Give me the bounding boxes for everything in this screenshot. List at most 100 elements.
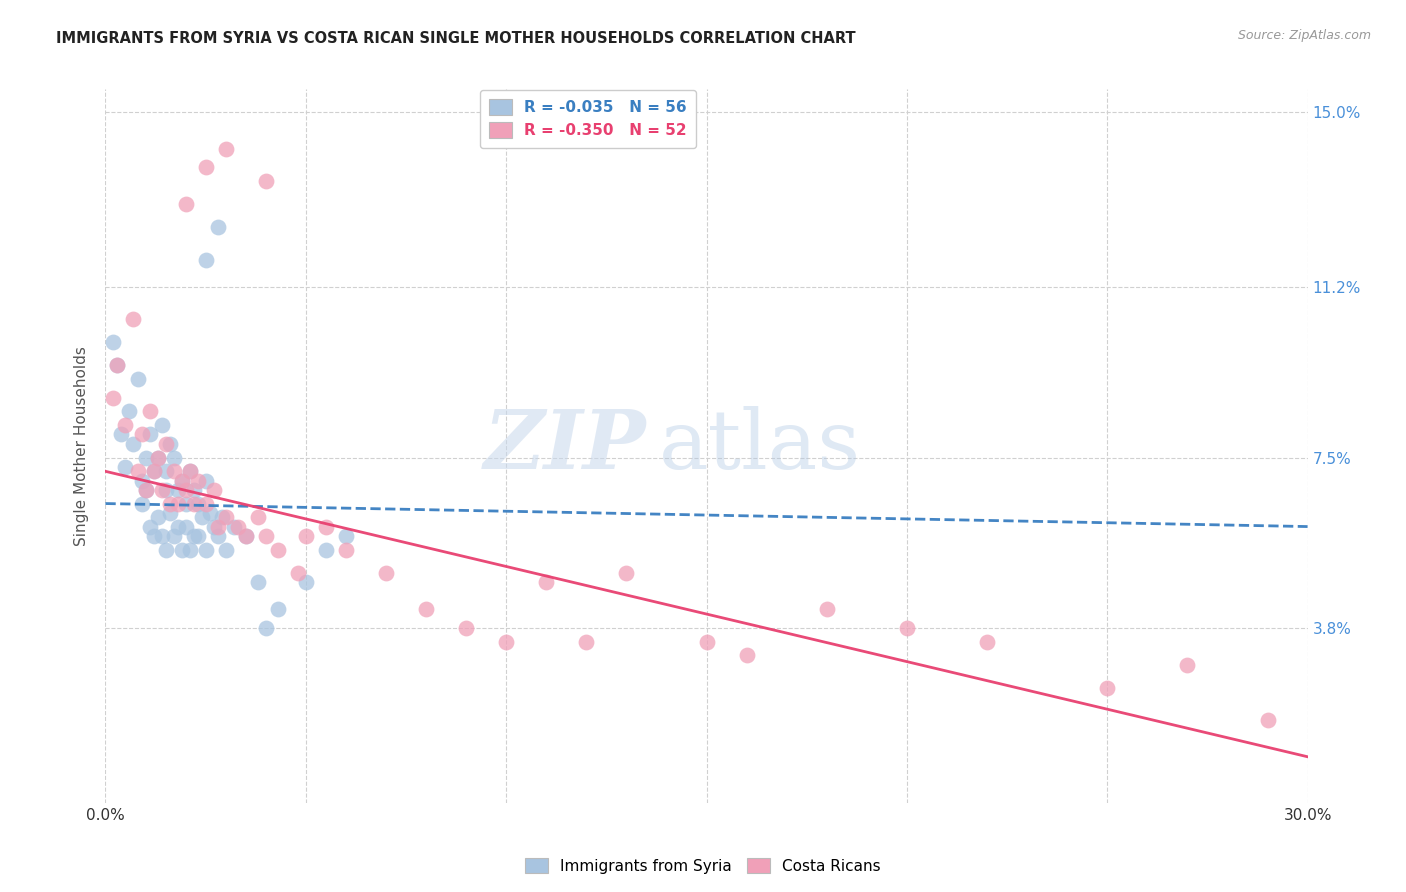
Point bbox=[122, 312, 145, 326]
Point bbox=[166, 519, 188, 533]
Legend: Immigrants from Syria, Costa Ricans: Immigrants from Syria, Costa Ricans bbox=[519, 852, 887, 880]
Point bbox=[174, 197, 197, 211]
Point bbox=[335, 542, 357, 557]
Point bbox=[155, 436, 177, 450]
Point bbox=[110, 427, 132, 442]
Point bbox=[315, 519, 337, 533]
Point bbox=[150, 483, 173, 497]
Text: ZIP: ZIP bbox=[484, 406, 647, 486]
Point bbox=[183, 483, 205, 497]
Point bbox=[135, 450, 157, 465]
Point bbox=[194, 252, 217, 267]
Point bbox=[207, 519, 229, 533]
Legend: R = -0.035   N = 56, R = -0.350   N = 52: R = -0.035 N = 56, R = -0.350 N = 52 bbox=[479, 90, 696, 148]
Point bbox=[162, 464, 184, 478]
Point bbox=[174, 519, 197, 533]
Point bbox=[131, 474, 153, 488]
Point bbox=[214, 542, 236, 557]
Point bbox=[159, 436, 181, 450]
Point bbox=[214, 510, 236, 524]
Point bbox=[146, 450, 169, 465]
Point bbox=[174, 497, 197, 511]
Point bbox=[179, 542, 201, 557]
Point bbox=[1177, 657, 1199, 672]
Point bbox=[146, 450, 169, 465]
Point bbox=[155, 483, 177, 497]
Point bbox=[198, 506, 221, 520]
Point bbox=[187, 529, 209, 543]
Point bbox=[135, 483, 157, 497]
Point bbox=[131, 427, 153, 442]
Point bbox=[138, 519, 160, 533]
Point bbox=[335, 529, 357, 543]
Point bbox=[1257, 713, 1279, 727]
Point bbox=[162, 450, 184, 465]
Point bbox=[287, 566, 309, 580]
Point bbox=[454, 621, 477, 635]
Point bbox=[131, 497, 153, 511]
Point bbox=[976, 634, 998, 648]
Point bbox=[142, 529, 165, 543]
Point bbox=[815, 602, 838, 616]
Point bbox=[138, 427, 160, 442]
Point bbox=[122, 436, 145, 450]
Point bbox=[315, 542, 337, 557]
Point bbox=[159, 497, 181, 511]
Point bbox=[246, 574, 269, 589]
Point bbox=[114, 459, 136, 474]
Point bbox=[207, 529, 229, 543]
Point bbox=[150, 529, 173, 543]
Point bbox=[174, 483, 197, 497]
Point bbox=[226, 519, 249, 533]
Point bbox=[114, 418, 136, 433]
Point bbox=[202, 483, 225, 497]
Point bbox=[190, 510, 212, 524]
Point bbox=[415, 602, 437, 616]
Point bbox=[202, 519, 225, 533]
Point bbox=[162, 529, 184, 543]
Point bbox=[103, 391, 125, 405]
Point bbox=[170, 542, 193, 557]
Point bbox=[118, 404, 141, 418]
Point bbox=[246, 510, 269, 524]
Point bbox=[107, 359, 129, 373]
Point bbox=[534, 574, 557, 589]
Text: IMMIGRANTS FROM SYRIA VS COSTA RICAN SINGLE MOTHER HOUSEHOLDS CORRELATION CHART: IMMIGRANTS FROM SYRIA VS COSTA RICAN SIN… bbox=[56, 31, 856, 46]
Point bbox=[179, 464, 201, 478]
Point bbox=[575, 634, 598, 648]
Point bbox=[183, 529, 205, 543]
Point bbox=[159, 506, 181, 520]
Point bbox=[254, 174, 277, 188]
Point bbox=[183, 497, 205, 511]
Text: Source: ZipAtlas.com: Source: ZipAtlas.com bbox=[1237, 29, 1371, 42]
Point bbox=[267, 602, 290, 616]
Point bbox=[127, 464, 149, 478]
Point bbox=[187, 497, 209, 511]
Point bbox=[187, 474, 209, 488]
Point bbox=[696, 634, 718, 648]
Point bbox=[170, 474, 193, 488]
Point bbox=[194, 161, 217, 175]
Point bbox=[235, 529, 257, 543]
Point bbox=[222, 519, 245, 533]
Point bbox=[254, 529, 277, 543]
Point bbox=[194, 542, 217, 557]
Point bbox=[254, 621, 277, 635]
Point bbox=[194, 497, 217, 511]
Point bbox=[155, 542, 177, 557]
Point bbox=[267, 542, 290, 557]
Point bbox=[179, 464, 201, 478]
Point bbox=[194, 474, 217, 488]
Point bbox=[166, 497, 188, 511]
Point bbox=[616, 566, 638, 580]
Point bbox=[295, 574, 318, 589]
Y-axis label: Single Mother Households: Single Mother Households bbox=[75, 346, 90, 546]
Point bbox=[170, 474, 193, 488]
Text: atlas: atlas bbox=[658, 406, 860, 486]
Point bbox=[127, 372, 149, 386]
Point bbox=[150, 418, 173, 433]
Point bbox=[214, 142, 236, 156]
Point bbox=[735, 648, 758, 663]
Point bbox=[103, 335, 125, 350]
Point bbox=[896, 621, 918, 635]
